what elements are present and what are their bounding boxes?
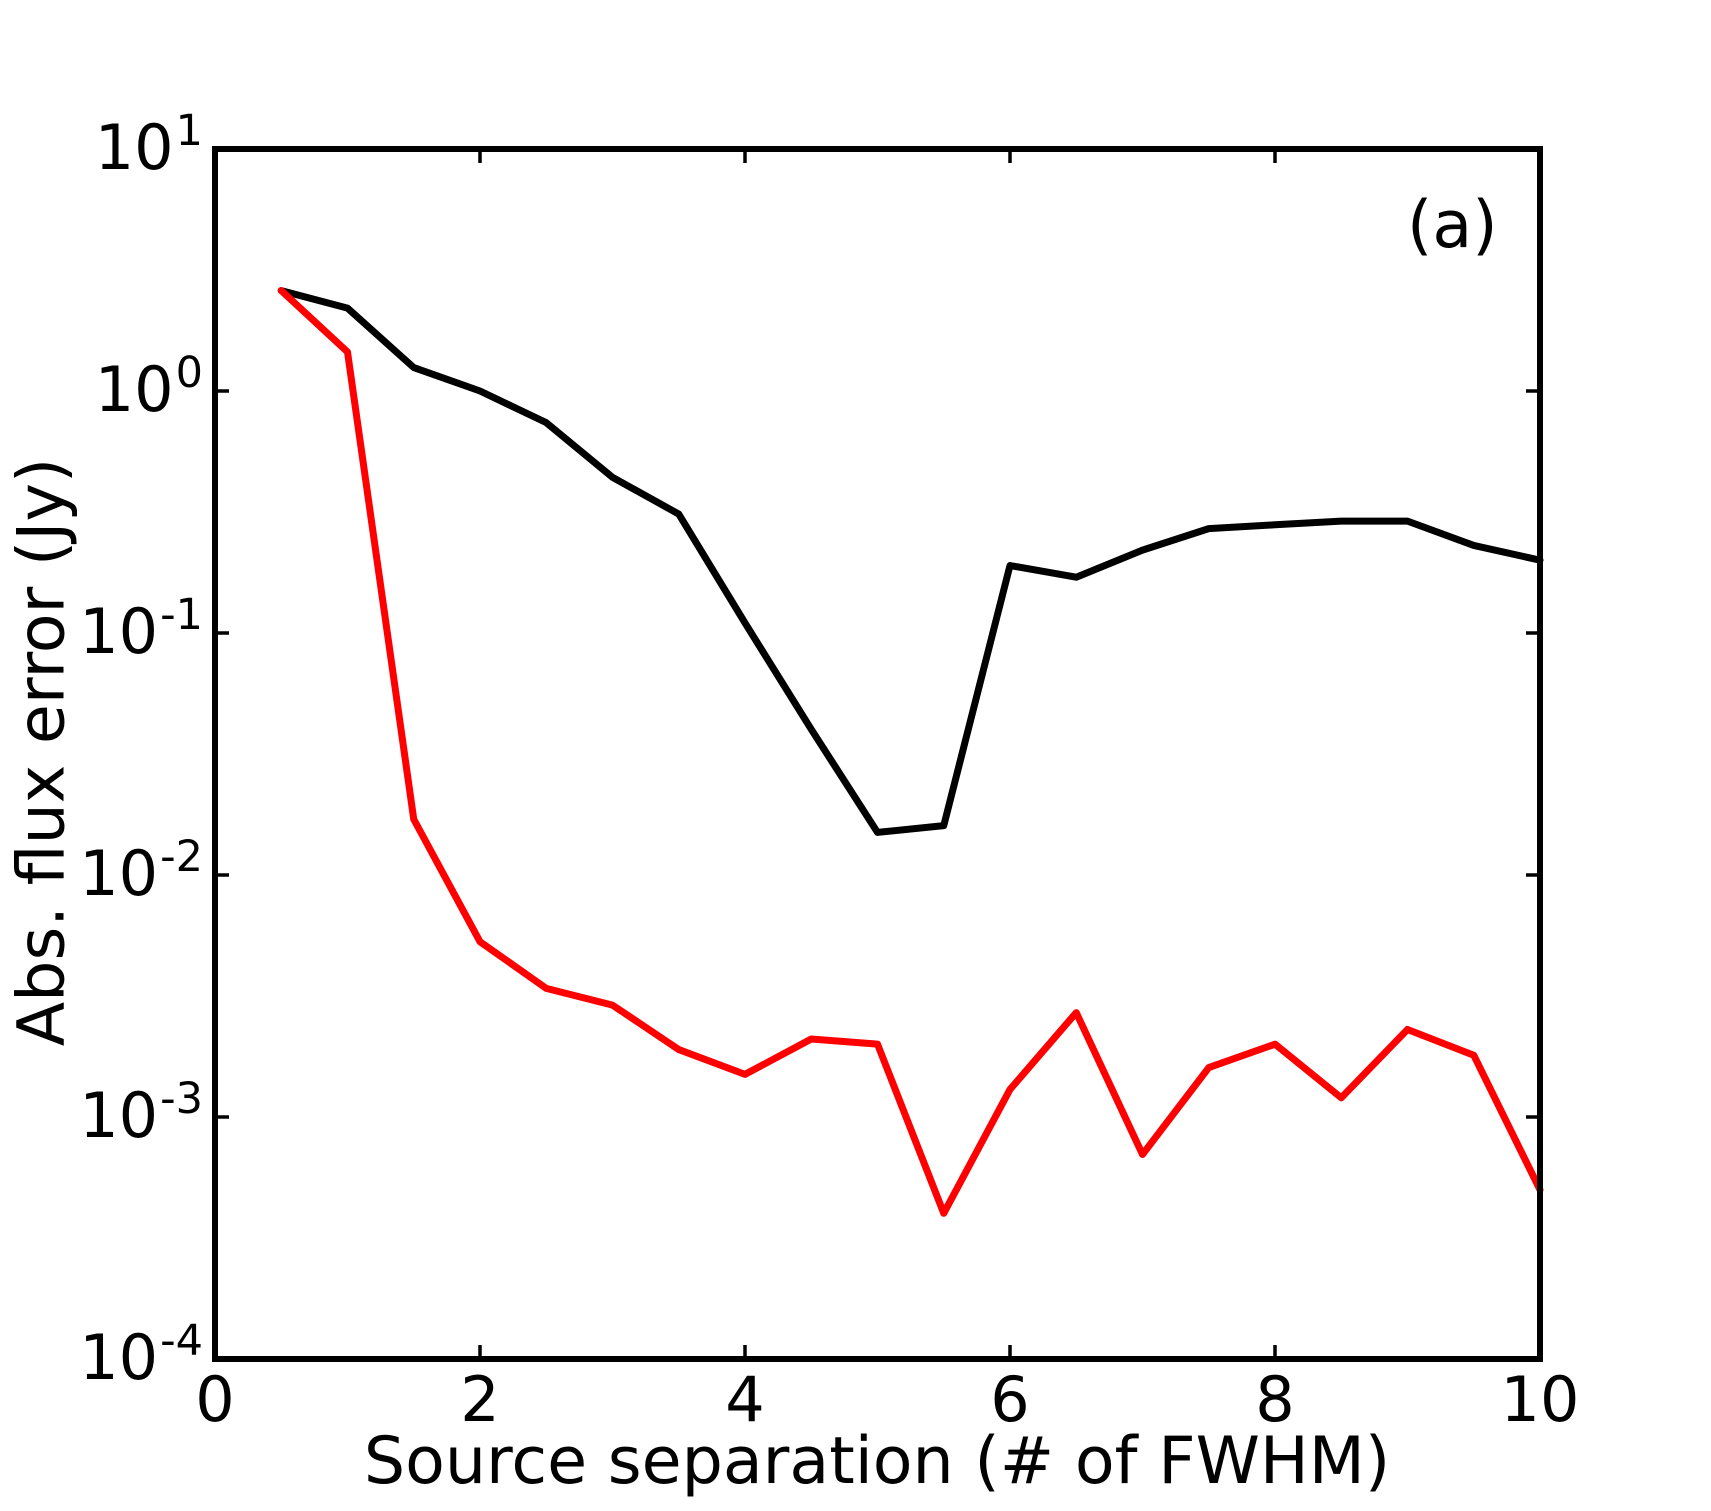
- y-tick-base: 10: [79, 594, 159, 668]
- black-series-line: [277, 287, 1544, 836]
- data-series-group: [277, 287, 1544, 1217]
- y-tick-exponent: -4: [160, 1315, 203, 1366]
- axes-frame: [212, 146, 1543, 1362]
- y-axis-label: Abs. flux error (Jy): [4, 457, 80, 1047]
- y-tick-exponent: -2: [160, 831, 203, 882]
- panel-annotation: (a): [1407, 188, 1498, 263]
- y-tick-label: 10-3: [79, 1077, 203, 1147]
- y-tick-base: 10: [94, 110, 174, 184]
- x-tick-label: 8: [1255, 1363, 1295, 1436]
- tick-marks-group: [213, 147, 1542, 1361]
- y-tick-base: 10: [94, 352, 174, 426]
- y-tick-exponent: 0: [175, 347, 203, 398]
- y-tick-label: 10-1: [79, 593, 203, 663]
- y-tick-label: 10-4: [79, 1319, 203, 1389]
- red-series-line: [277, 287, 1544, 1217]
- y-tick-base: 10: [79, 1078, 159, 1152]
- x-tick-label: 4: [725, 1363, 765, 1436]
- y-tick-label: 100: [95, 351, 203, 421]
- y-tick-base: 10: [79, 836, 159, 910]
- y-tick-label: 101: [95, 109, 203, 179]
- x-tick-label: 0: [195, 1363, 235, 1436]
- y-tick-exponent: -3: [160, 1073, 203, 1124]
- x-tick-label: 6: [990, 1363, 1030, 1436]
- x-tick-label: 10: [1500, 1363, 1580, 1436]
- y-tick-exponent: 1: [175, 105, 203, 156]
- y-tick-label: 10-2: [79, 835, 203, 905]
- y-tick-exponent: -1: [160, 589, 203, 640]
- x-axis-label: Source separation (# of FWHM): [363, 1424, 1391, 1499]
- x-tick-label: 2: [460, 1363, 500, 1436]
- y-tick-base: 10: [79, 1320, 159, 1394]
